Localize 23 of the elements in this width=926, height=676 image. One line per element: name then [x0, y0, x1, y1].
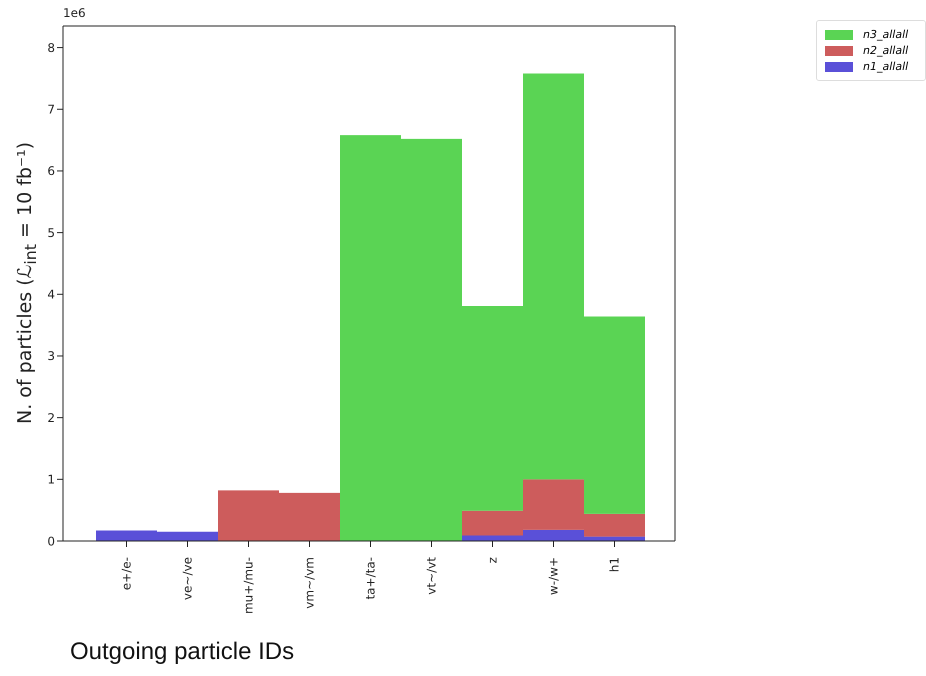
y-tick-label: 5 — [47, 226, 55, 240]
y-tick-label: 3 — [47, 349, 55, 364]
legend-label: n3_allall — [863, 28, 908, 41]
x-tick-label: e+/e- — [120, 557, 134, 590]
y-tick-label: 1 — [47, 472, 55, 487]
x-tick-label: z — [486, 557, 500, 564]
x-tick-label: vt~/vt — [424, 556, 438, 595]
x-tick-label: h1 — [608, 557, 622, 572]
legend-label: n1_allall — [863, 60, 908, 73]
y-tick-label: 4 — [47, 288, 55, 302]
text: 1e6 — [63, 6, 86, 20]
y-tick-label: 7 — [47, 102, 55, 117]
y-tick-label: 8 — [47, 40, 55, 55]
legend-label: n2_allall — [863, 44, 908, 57]
x-tick-label: ta+/ta- — [364, 557, 378, 600]
x-tick-label: vm~/vm — [302, 557, 316, 609]
y-tick-label: 0 — [47, 534, 55, 548]
x-axis-title: Outgoing particle IDs — [70, 638, 294, 666]
x-tick-label: w-/w+ — [546, 557, 560, 596]
y-tick-label: 6 — [47, 164, 55, 178]
x-tick-label: ve~/ve — [180, 557, 194, 600]
x-tick-label: mu+/mu- — [242, 557, 256, 614]
y-tick-label: 2 — [47, 410, 55, 425]
